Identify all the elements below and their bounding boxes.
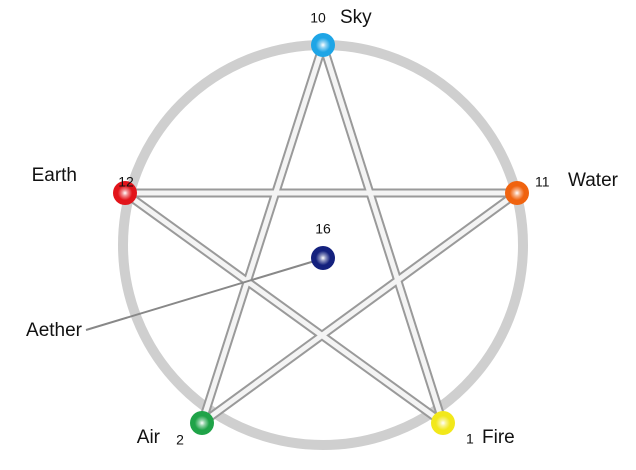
node-shine	[431, 411, 455, 435]
node-label: Air	[137, 427, 161, 448]
node-number: 10	[310, 10, 326, 26]
star-inner	[122, 42, 520, 426]
node-number: 16	[315, 221, 331, 237]
node-fire	[431, 411, 455, 435]
node-number: 11	[535, 174, 550, 190]
node-label: Fire	[482, 427, 515, 448]
node-earth	[113, 181, 137, 205]
node-shine	[190, 411, 214, 435]
node-label: Earth	[32, 165, 77, 186]
node-shine	[311, 33, 335, 57]
node-number: 2	[176, 432, 184, 448]
node-aether	[311, 246, 335, 270]
outer-ring	[118, 40, 528, 450]
node-shine	[505, 181, 529, 205]
node-number: 1	[466, 431, 474, 447]
node-shine	[311, 246, 335, 270]
aether-pointer	[85, 259, 319, 331]
node-label: Sky	[340, 7, 372, 28]
node-air	[190, 411, 214, 435]
node-sky	[311, 33, 335, 57]
star	[120, 40, 522, 428]
node-label: Water	[568, 170, 619, 191]
node-shine	[113, 181, 137, 205]
node-number: 12	[118, 174, 134, 190]
node-water	[505, 181, 529, 205]
node-label: Aether	[26, 320, 83, 341]
